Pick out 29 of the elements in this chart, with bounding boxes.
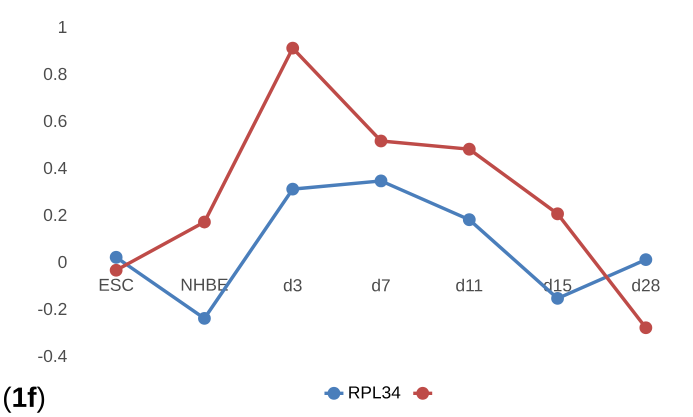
x-tick-label: d7 (372, 278, 390, 292)
y-tick-label: 0.8 (44, 68, 67, 80)
y-tick-label: 0 (58, 256, 67, 268)
point (462, 213, 476, 226)
point (198, 216, 211, 228)
y-tick-label: 0.6 (44, 114, 67, 128)
y-tick-label: -0.2 (38, 302, 66, 316)
point (374, 174, 388, 188)
x-tick-label: d3 (284, 278, 302, 292)
point (286, 42, 300, 55)
point (286, 182, 300, 196)
point (374, 134, 388, 148)
y-tick-label: 1 (58, 21, 66, 33)
x-tick-label: d11 (456, 278, 482, 292)
x-tick-label: d28 (632, 278, 660, 292)
point (639, 321, 652, 334)
point (551, 207, 564, 220)
y-tick-label: 0.4 (44, 162, 67, 174)
y-tick-label: 0.2 (44, 208, 66, 222)
point (110, 264, 123, 277)
x-tick-label: ESC (100, 278, 134, 291)
y-tick-label: -0.4 (38, 350, 67, 362)
point (551, 292, 564, 305)
point (462, 142, 476, 156)
point (198, 312, 211, 325)
point (639, 253, 652, 266)
point (110, 250, 123, 264)
text: (1f) (4, 386, 44, 413)
legend-label: RPL34 (349, 386, 400, 399)
